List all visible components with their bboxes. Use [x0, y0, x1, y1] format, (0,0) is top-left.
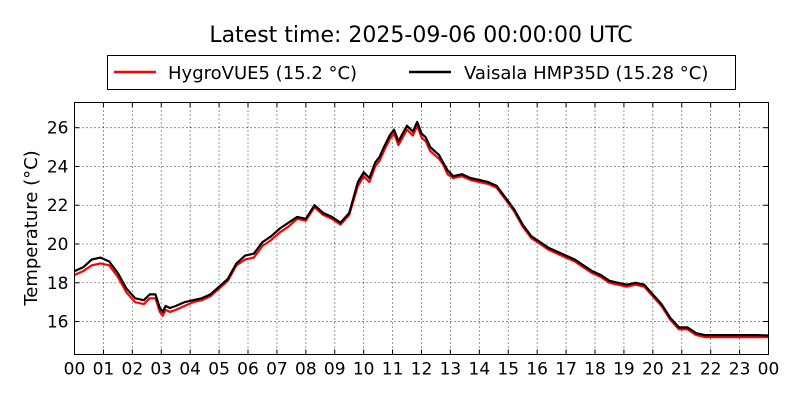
x-tick-label: 12 [411, 360, 433, 380]
x-tick-label: 04 [179, 360, 201, 380]
legend-label: HygroVUE5 (15.2 °C) [168, 63, 357, 84]
series-line-hygrovue5 [74, 124, 769, 339]
x-tick-label: 06 [237, 360, 259, 380]
x-tick-label: 22 [700, 360, 722, 380]
y-axis-label: Temperature (°C) [21, 150, 42, 306]
x-tick-label: 00 [758, 360, 780, 380]
x-tick-label: 10 [353, 360, 375, 380]
x-tick-label: 21 [671, 360, 693, 380]
x-tick-label: 02 [122, 360, 144, 380]
x-tick-label: 09 [324, 360, 346, 380]
legend: HygroVUE5 (15.2 °C) Vaisala HMP35D (15.28… [107, 55, 736, 90]
x-tick-label: 20 [642, 360, 664, 380]
x-tick-label: 01 [93, 360, 115, 380]
x-tick-label: 13 [440, 360, 462, 380]
y-tick-label: 24 [47, 157, 69, 177]
y-axis: 16 18 20 22 24 26 [47, 119, 769, 333]
x-tick-label: 18 [584, 360, 606, 380]
series-line-vaisala [74, 120, 769, 337]
x-tick-label: 15 [497, 360, 519, 380]
x-tick-label: 19 [613, 360, 635, 380]
x-tick-label: 07 [266, 360, 288, 380]
x-axis: 00 01 02 03 04 05 06 07 08 09 10 11 12 13 14 15 16 17 18 19… [64, 102, 780, 380]
x-tick-label: 23 [729, 360, 751, 380]
x-tick-label: 03 [150, 360, 172, 380]
grid [74, 102, 769, 355]
x-tick-label: 17 [555, 360, 577, 380]
x-tick-label: 16 [526, 360, 548, 380]
chart-title: Latest time: 2025-09-06 00:00:00 UTC [209, 23, 632, 48]
x-tick-label: 14 [469, 360, 491, 380]
y-tick-label: 22 [47, 196, 69, 216]
x-tick-label: 11 [382, 360, 404, 380]
x-tick-label: 00 [64, 360, 86, 380]
y-tick-label: 16 [47, 313, 69, 333]
y-tick-label: 18 [47, 274, 69, 294]
series-layer [74, 120, 769, 339]
y-tick-label: 26 [47, 119, 69, 139]
x-tick-label: 05 [208, 360, 230, 380]
plot-frame [74, 102, 769, 355]
x-tick-label: 08 [295, 360, 317, 380]
y-tick-label: 20 [47, 235, 69, 255]
legend-label: Vaisala HMP35D (15.28 °C) [464, 63, 708, 84]
